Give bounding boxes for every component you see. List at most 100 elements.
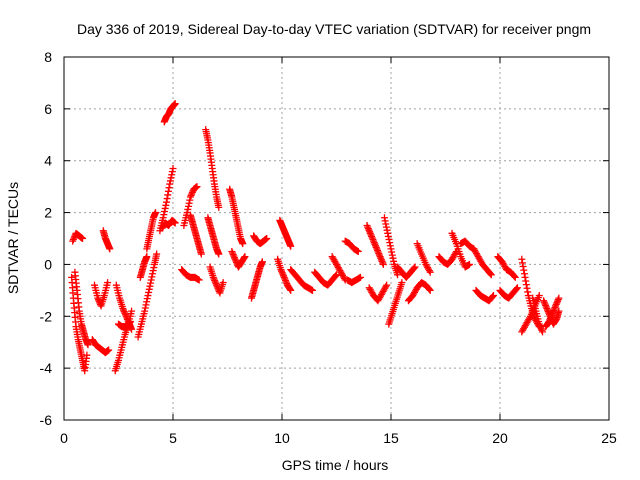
data-point <box>381 217 389 225</box>
data-point <box>521 273 529 281</box>
data-point <box>162 201 170 209</box>
data-point <box>230 252 238 260</box>
data-point <box>398 279 406 287</box>
data-point <box>356 273 364 281</box>
data-point <box>287 242 295 250</box>
data-point <box>520 266 528 274</box>
data-segment <box>160 100 179 126</box>
data-point <box>119 305 127 313</box>
data-point <box>184 205 192 213</box>
data-point <box>213 281 221 289</box>
data-point <box>375 250 383 258</box>
data-point <box>210 275 218 283</box>
data-point <box>549 308 557 316</box>
data-point <box>128 325 136 333</box>
data-point <box>147 276 155 284</box>
data-point <box>524 288 532 296</box>
data-segment <box>365 281 391 305</box>
y-tick-label: -6 <box>40 412 53 428</box>
data-point <box>229 251 237 259</box>
data-point <box>369 236 377 244</box>
data-point <box>141 304 149 312</box>
y-tick-label: 8 <box>44 49 52 65</box>
data-point <box>372 242 380 250</box>
x-tick-label: 5 <box>169 430 177 446</box>
data-segment <box>413 240 434 276</box>
data-point <box>162 198 170 206</box>
data-point <box>340 274 348 282</box>
data-point <box>390 257 398 265</box>
x-tick-label: 20 <box>492 430 508 446</box>
data-point <box>388 251 396 259</box>
data-point <box>465 260 473 268</box>
data-segment <box>529 294 547 336</box>
data-point <box>286 285 294 293</box>
data-point <box>382 283 390 291</box>
data-point <box>219 279 227 287</box>
y-axis-label: SDTVAR / TECUs <box>5 182 21 294</box>
data-point <box>142 301 150 309</box>
data-segment <box>404 279 434 305</box>
data-segment <box>71 268 92 349</box>
y-tick-label: 0 <box>44 256 52 272</box>
data-segment <box>287 266 317 294</box>
data-point <box>159 214 167 222</box>
data-point <box>384 232 392 240</box>
data-point <box>373 245 381 253</box>
data-point <box>184 202 192 210</box>
data-segment <box>363 222 387 268</box>
data-point <box>212 280 220 288</box>
x-tick-label: 10 <box>274 430 290 446</box>
data-point <box>426 268 434 276</box>
data-segment <box>88 336 113 357</box>
data-point <box>377 256 385 264</box>
data-point <box>230 254 238 262</box>
data-segment <box>494 253 519 281</box>
data-point <box>277 266 285 274</box>
data-segment <box>250 232 271 248</box>
data-segment <box>274 255 295 294</box>
data-segment <box>115 317 134 331</box>
data-point <box>104 279 112 287</box>
data-segment <box>496 284 521 302</box>
data-point <box>368 232 376 240</box>
data-point <box>388 248 396 256</box>
data-point <box>365 226 373 234</box>
data-point <box>94 294 102 302</box>
data-point <box>411 263 419 271</box>
data-point <box>280 272 288 280</box>
data-point <box>553 299 561 307</box>
data-point <box>426 286 434 294</box>
data-point <box>160 208 168 216</box>
data-point <box>105 346 113 354</box>
data-point <box>542 303 550 311</box>
data-point <box>209 273 217 281</box>
data-point <box>168 171 176 179</box>
x-tick-label: 0 <box>60 430 68 446</box>
data-point <box>363 222 371 230</box>
data-point <box>197 250 205 258</box>
data-point <box>546 314 554 322</box>
data-segment <box>180 183 201 230</box>
data-point <box>187 191 195 199</box>
data-point <box>164 187 172 195</box>
data-point <box>382 223 390 231</box>
data-point <box>215 250 223 258</box>
data-point <box>106 245 114 253</box>
data-point <box>385 236 393 244</box>
data-point <box>232 257 240 265</box>
data-segment <box>226 185 247 248</box>
data-point <box>383 281 391 289</box>
data-point <box>69 236 77 244</box>
data-segment <box>99 227 114 253</box>
data-point <box>386 239 394 247</box>
data-point <box>188 188 196 196</box>
data-point <box>84 341 92 349</box>
data-segment <box>311 268 340 289</box>
data-points <box>68 100 563 375</box>
data-point <box>518 259 526 267</box>
data-segment <box>204 214 223 258</box>
x-axis-label: GPS time / hours <box>282 457 389 473</box>
data-segment <box>143 209 160 253</box>
data-segment <box>472 286 497 305</box>
